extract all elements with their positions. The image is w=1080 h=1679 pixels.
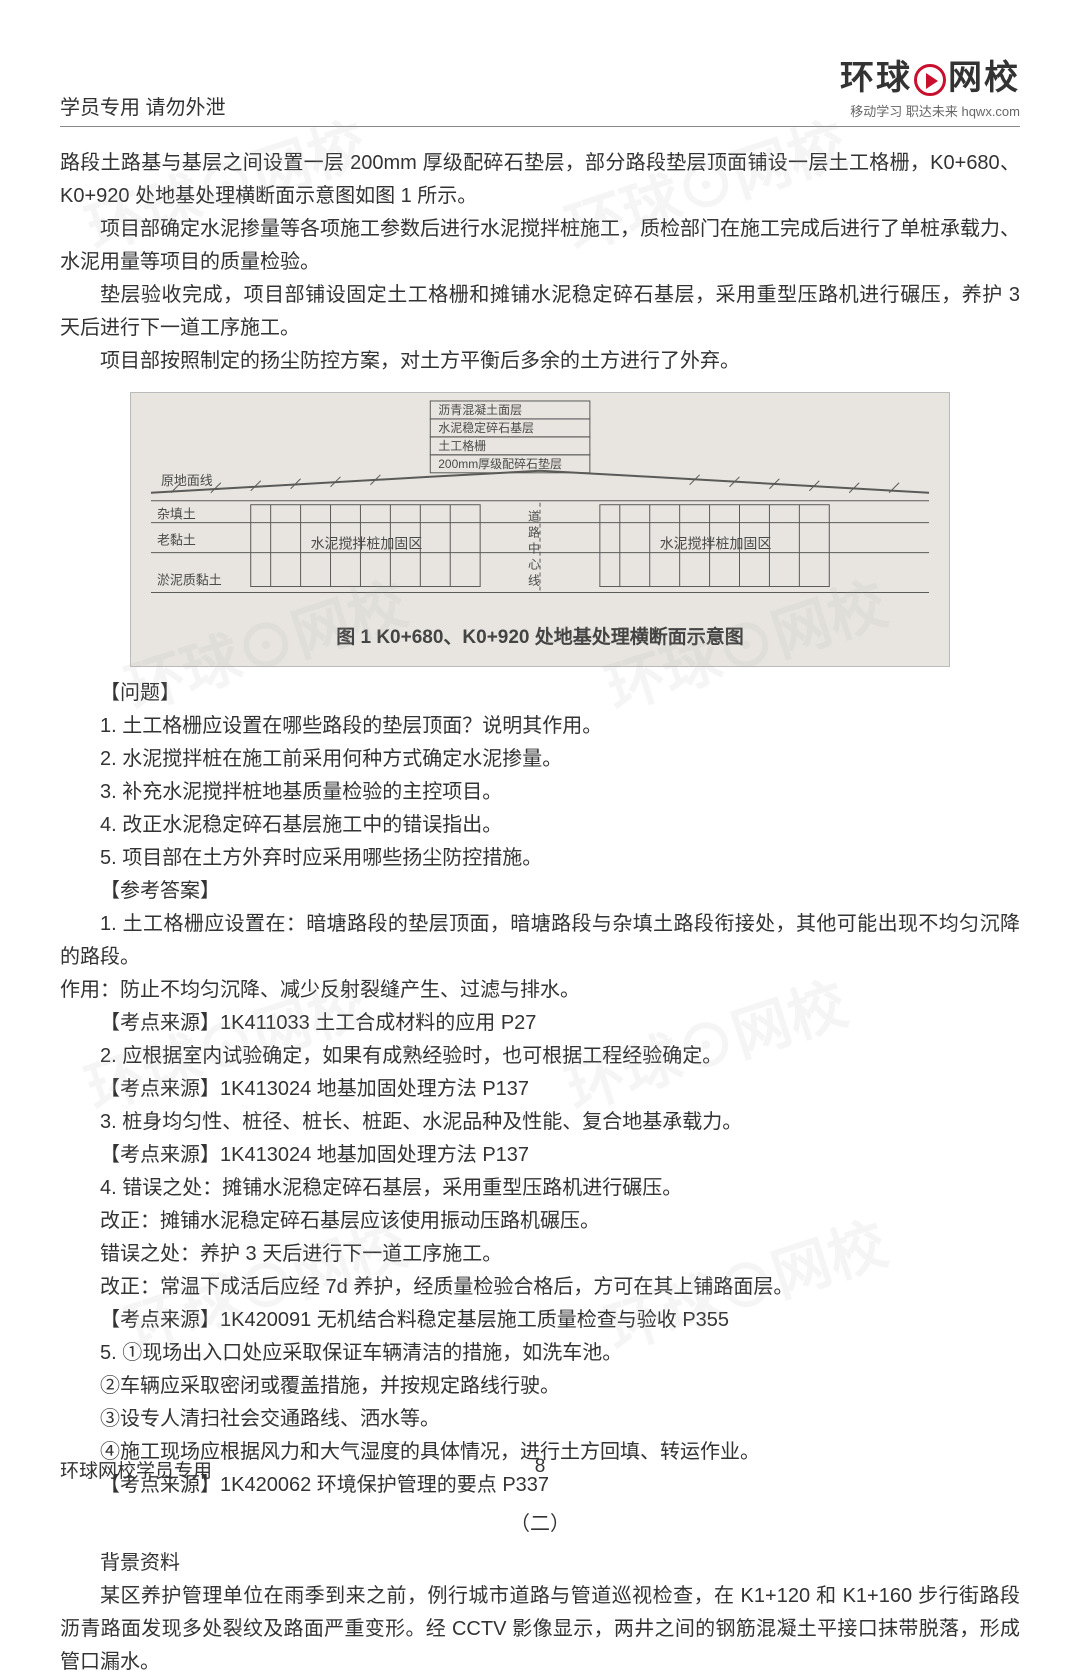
q4: 4. 改正水泥稳定碎石基层施工中的错误指出。 [60,809,1020,842]
header: 学员专用 请勿外泄 环球网校 移动学习 职达未来 hqwx.com [60,50,1020,127]
layer4-label: 200mm厚级配碎石垫层 [438,456,562,471]
a4c: 错误之处：养护 3 天后进行下一道工序施工。 [60,1238,1020,1271]
answers-title: 【参考答案】 [60,875,1020,908]
svg-text:道: 道 [528,510,540,524]
svg-text:路: 路 [528,525,540,540]
intro-p1: 路段土路基与基层之间设置一层 200mm 厚级配碎石垫层，部分路段垫层顶面铺设一… [60,147,1020,213]
section-num: （二） [60,1508,1020,1541]
src2: 【考点来源】1K413024 地基加固处理方法 P137 [60,1073,1020,1106]
a1: 1. 土工格栅应设置在：暗塘路段的垫层顶面，暗塘路段与杂填土路段衔接处，其他可能… [60,908,1020,974]
a1b: 作用：防止不均匀沉降、减少反射裂缝产生、过滤与排水。 [60,974,1020,1007]
q5: 5. 项目部在土方外弃时应采用哪些扬尘防控措施。 [60,842,1020,875]
a5c: ③设专人清扫社会交通路线、洒水等。 [60,1403,1020,1436]
src3: 【考点来源】1K413024 地基加固处理方法 P137 [60,1139,1020,1172]
footer-left: 环球网校学员专用 [60,1456,212,1483]
clay-label: 老黏土 [157,533,196,548]
section2-p1: 某区养护管理单位在雨季到来之前，例行城市道路与管道巡视检查，在 K1+120 和… [60,1580,1020,1679]
logo-sub: 移动学习 职达未来 hqwx.com [840,101,1020,120]
src1: 【考点来源】1K411033 土工合成材料的应用 P27 [60,1007,1020,1040]
zone-left-label: 水泥搅拌桩加固区 [311,536,423,552]
a3: 3. 桩身均匀性、桩径、桩长、桩距、水泥品种及性能、复合地基承载力。 [60,1106,1020,1139]
diagram-caption: 图 1 K0+680、K0+920 处地基处理横断面示意图 [131,612,949,665]
a4a: 4. 错误之处：摊铺水泥稳定碎石基层，采用重型压路机进行碾压。 [60,1172,1020,1205]
logo-text-b: 网校 [948,59,1020,97]
bg-title: 背景资料 [60,1547,1020,1580]
q2: 2. 水泥搅拌桩在施工前采用何种方式确定水泥掺量。 [60,743,1020,776]
layer3-label: 土工格栅 [438,438,486,453]
layer2-label: 水泥稳定碎石基层 [438,420,534,435]
svg-text:线: 线 [528,574,540,588]
questions-title: 【问题】 [60,677,1020,710]
q1: 1. 土工格栅应设置在哪些路段的垫层顶面？说明其作用。 [60,710,1020,743]
silty-label: 淤泥质黏土 [157,573,222,588]
src4: 【考点来源】1K420091 无机结合料稳定基层施工质量检查与验收 P355 [60,1304,1020,1337]
intro-p3: 垫层验收完成，项目部铺设固定土工格栅和摊铺水泥稳定碎石基层，采用重型压路机进行碾… [60,279,1020,345]
play-icon [914,64,946,96]
layer1-label: 沥青混凝土面层 [438,402,522,417]
logo: 环球网校 移动学习 职达未来 hqwx.com [840,50,1020,120]
page-number: 8 [535,1456,546,1478]
header-confidential: 学员专用 请勿外泄 [60,91,226,120]
svg-text:心: 心 [528,558,540,572]
a4d: 改正：常温下成活后应经 7d 养护，经质量检验合格后，方可在其上铺路面层。 [60,1271,1020,1304]
fill-label: 杂填土 [157,507,196,522]
a5b: ②车辆应采取密闭或覆盖措施，并按规定路线行驶。 [60,1370,1020,1403]
orig-ground-label: 原地面线 [161,473,213,488]
a5a: 5. ①现场出入口处应采取保证车辆清洁的措施，如洗车池。 [60,1337,1020,1370]
footer: 环球网校学员专用 8 [60,1456,1020,1483]
q3: 3. 补充水泥搅拌桩地基质量检验的主控项目。 [60,776,1020,809]
logo-main: 环球网校 [840,50,1020,99]
intro-p2: 项目部确定水泥掺量等各项施工参数后进行水泥搅拌桩施工，质检部门在施工完成后进行了… [60,213,1020,279]
svg-text:中: 中 [528,541,540,556]
zone-right-label: 水泥搅拌桩加固区 [660,536,772,552]
intro-p4: 项目部按照制定的扬尘防控方案，对土方平衡后多余的土方进行了外弃。 [60,345,1020,378]
content-body: 路段土路基与基层之间设置一层 200mm 厚级配碎石垫层，部分路段垫层顶面铺设一… [60,147,1020,1679]
a2: 2. 应根据室内试验确定，如果有成熟经验时，也可根据工程经验确定。 [60,1040,1020,1073]
cross-section-diagram: 沥青混凝土面层 水泥稳定碎石基层 土工格栅 200mm厚级配碎石垫层 原地面线 [130,392,950,667]
a4b: 改正：摊铺水泥稳定碎石基层应该使用振动压路机碾压。 [60,1205,1020,1238]
logo-text-a: 环球 [840,59,912,97]
